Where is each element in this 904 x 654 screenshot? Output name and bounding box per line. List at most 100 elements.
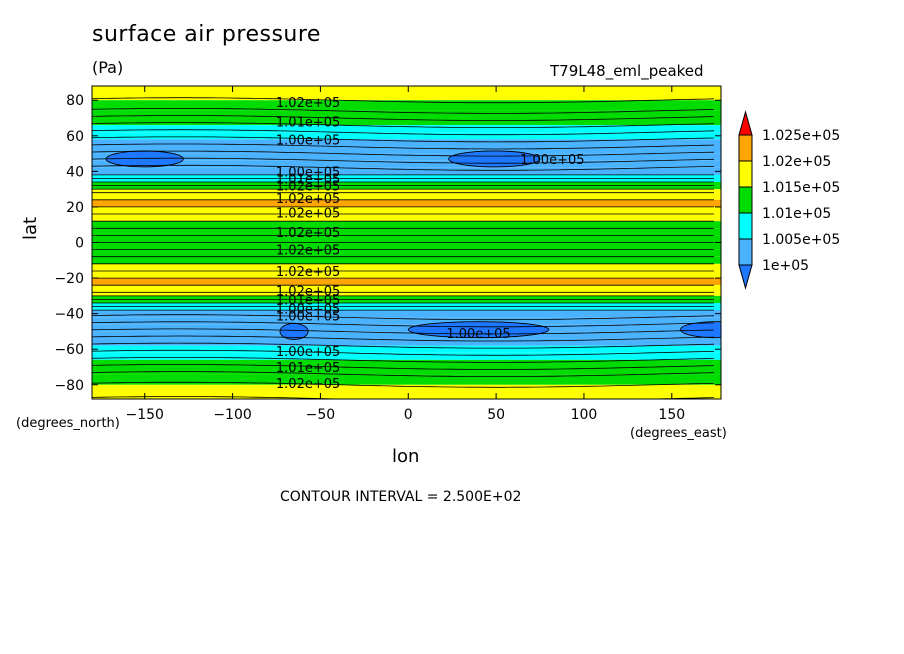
contour-band xyxy=(92,199,721,207)
run-label: T79L48_eml_peaked xyxy=(550,62,704,80)
chart-units: (Pa) xyxy=(92,58,124,77)
contour-band xyxy=(92,302,721,307)
contour-band xyxy=(92,228,721,236)
colorbar-swatch xyxy=(738,134,753,162)
contour-line xyxy=(92,157,715,164)
y-tick-label: −20 xyxy=(54,271,84,287)
contour-labels: 1.02e+051.01e+051.00e+051.00e+051.01e+05… xyxy=(276,96,585,392)
contour-band xyxy=(92,174,721,179)
contour-label: 1.02e+05 xyxy=(276,96,340,111)
contour-label: 1.02e+05 xyxy=(276,192,340,207)
contour-band xyxy=(92,295,721,300)
contour-band xyxy=(92,146,721,154)
contour-label: 1.02e+05 xyxy=(276,244,340,259)
contour-band xyxy=(92,160,721,168)
contour-band xyxy=(92,352,721,360)
x-tick-label: −50 xyxy=(306,407,336,423)
contour-band xyxy=(92,110,721,119)
contour-band xyxy=(92,299,721,303)
contour-line xyxy=(92,129,715,136)
colorbar-label: 1e+05 xyxy=(762,258,809,274)
contour-band xyxy=(92,242,721,250)
contour-line xyxy=(92,396,715,399)
contour-label: 1.00e+05 xyxy=(446,327,510,342)
contour-band xyxy=(92,285,721,293)
y-tick-label: −40 xyxy=(54,307,84,323)
contour-band xyxy=(92,192,721,200)
contour-label: 1.02e+05 xyxy=(276,285,340,300)
contour-band xyxy=(92,86,721,101)
contour-band xyxy=(92,153,721,161)
contour-line xyxy=(92,143,715,150)
contour-line xyxy=(92,342,715,349)
contour-band xyxy=(92,331,721,339)
colorbar-label: 1.025e+05 xyxy=(762,128,840,144)
contour-band xyxy=(92,324,721,332)
y-tick-label: 20 xyxy=(66,200,84,216)
contour-line xyxy=(92,164,715,171)
x-axis-label: lon xyxy=(392,446,420,467)
contour-band xyxy=(92,278,721,286)
contour-band xyxy=(92,235,721,243)
contour-band xyxy=(92,178,721,183)
y-tick-label: 80 xyxy=(66,93,84,109)
x-tick-label: −150 xyxy=(125,407,163,423)
colorbar-extend-top xyxy=(738,110,753,136)
contour-label: 1.02e+05 xyxy=(276,377,340,392)
contour-line xyxy=(92,357,715,363)
x-tick-label: 0 xyxy=(404,407,413,423)
chart-title: surface air pressure xyxy=(92,22,321,47)
contour-band xyxy=(92,306,721,311)
contour-line xyxy=(92,328,715,335)
contour-interval-note: CONTOUR INTERVAL = 2.500E+02 xyxy=(280,489,522,505)
contour-band xyxy=(92,214,721,222)
contour-band xyxy=(92,263,721,271)
contour-line xyxy=(92,122,715,128)
contour-band xyxy=(92,100,721,111)
contour-band xyxy=(92,317,721,325)
contour-line xyxy=(92,371,715,377)
contour-band xyxy=(92,182,721,186)
contour-band xyxy=(92,206,721,215)
contour-band xyxy=(92,366,721,375)
contour-line xyxy=(92,314,715,321)
contour-band xyxy=(92,249,721,257)
x-tick-label: −100 xyxy=(213,407,251,423)
low-pressure-cell xyxy=(680,321,721,339)
contour-label: 1.00e+05 xyxy=(276,345,340,360)
contour-line xyxy=(92,364,715,370)
x-axis-ticks: −150 −100 −50 0 50 100 150 xyxy=(125,86,685,423)
contour-band xyxy=(92,132,721,140)
filled-contour-bands xyxy=(92,86,721,399)
colorbar-label: 1.005e+05 xyxy=(762,232,840,248)
contour-band xyxy=(92,118,721,126)
y-tick-label: −80 xyxy=(54,378,84,394)
contour-line xyxy=(92,97,715,104)
contour-band xyxy=(92,359,721,367)
contour-band xyxy=(92,256,721,264)
contour-label: 1.00e+05 xyxy=(520,153,584,168)
y-axis-ticks: −80 −60 −40 −20 0 20 40 60 80 xyxy=(54,93,721,394)
contour-band xyxy=(92,292,721,296)
contour-lines xyxy=(92,97,715,399)
x-axis-units: (degrees_east) xyxy=(630,426,727,441)
contour-label: 1.01e+05 xyxy=(276,172,340,187)
contour-band xyxy=(92,310,721,318)
colorbar: 1.025e+05 1.02e+05 1.015e+05 1.01e+05 1.005e… xyxy=(738,110,840,290)
contour-line xyxy=(92,136,715,143)
contour-line xyxy=(92,335,715,342)
contour-band xyxy=(92,338,721,346)
contour-label: 1.01e+05 xyxy=(276,293,340,308)
contour-band xyxy=(92,189,721,193)
contour-line xyxy=(92,349,715,356)
contour-label: 1.02e+05 xyxy=(276,226,340,241)
contour-label: 1.00e+05 xyxy=(276,309,340,324)
y-tick-label: 0 xyxy=(75,236,84,252)
y-tick-label: −60 xyxy=(54,342,84,358)
y-tick-label: 60 xyxy=(66,129,84,145)
colorbar-label: 1.015e+05 xyxy=(762,180,840,196)
contour-band xyxy=(92,374,721,385)
colorbar-swatch xyxy=(738,238,753,266)
contour-band xyxy=(92,139,721,147)
